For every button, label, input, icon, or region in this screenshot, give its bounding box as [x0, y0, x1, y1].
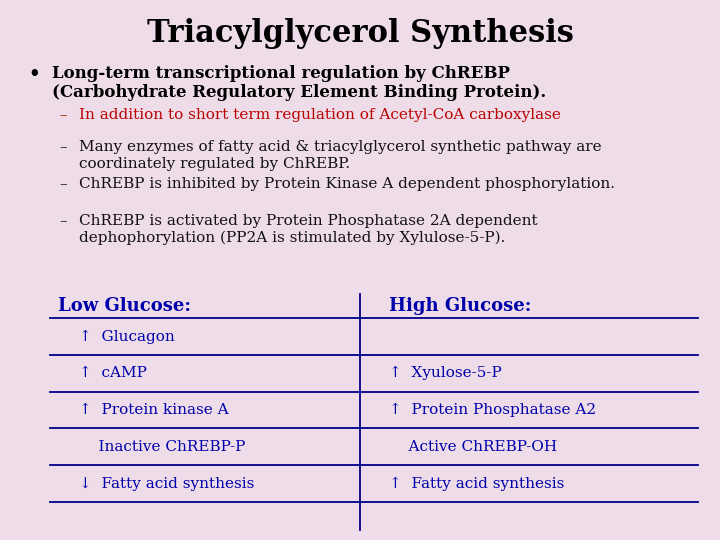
Text: (Carbohydrate Regulatory Element Binding Protein).: (Carbohydrate Regulatory Element Binding… — [52, 84, 546, 100]
Text: •: • — [29, 65, 40, 83]
Text: In addition to short term regulation of Acetyl-CoA carboxylase: In addition to short term regulation of … — [79, 108, 561, 122]
Text: ChREBP is activated by Protein Phosphatase 2A dependent
dephophorylation (PP2A i: ChREBP is activated by Protein Phosphata… — [79, 214, 538, 245]
Text: Triacylglycerol Synthesis: Triacylglycerol Synthesis — [147, 18, 573, 49]
Text: –: – — [59, 108, 67, 122]
Text: –: – — [59, 177, 67, 191]
Text: ↑  Glucagon: ↑ Glucagon — [79, 329, 175, 344]
Text: ChREBP is inhibited by Protein Kinase A dependent phosphorylation.: ChREBP is inhibited by Protein Kinase A … — [79, 177, 615, 191]
Text: ↑  Xyulose-5-P: ↑ Xyulose-5-P — [389, 366, 502, 381]
Text: High Glucose:: High Glucose: — [389, 297, 531, 315]
Text: ↑  Protein kinase A: ↑ Protein kinase A — [79, 403, 229, 417]
Text: ↓  Fatty acid synthesis: ↓ Fatty acid synthesis — [79, 476, 255, 490]
Text: Long-term transcriptional regulation by ChREBP: Long-term transcriptional regulation by … — [52, 65, 510, 82]
Text: Low Glucose:: Low Glucose: — [58, 297, 191, 315]
Text: ↑  cAMP: ↑ cAMP — [79, 366, 147, 380]
Text: –: – — [59, 214, 67, 228]
Text: ↑  Protein Phosphatase A2: ↑ Protein Phosphatase A2 — [389, 403, 596, 417]
Text: Many enzymes of fatty acid & triacylglycerol synthetic pathway are
coordinately : Many enzymes of fatty acid & triacylglyc… — [79, 140, 602, 171]
Text: ↑  Fatty acid synthesis: ↑ Fatty acid synthesis — [389, 476, 564, 491]
Text: Inactive ChREBP-P: Inactive ChREBP-P — [79, 440, 246, 454]
Text: Active ChREBP-OH: Active ChREBP-OH — [389, 440, 557, 454]
Text: –: – — [59, 140, 67, 154]
